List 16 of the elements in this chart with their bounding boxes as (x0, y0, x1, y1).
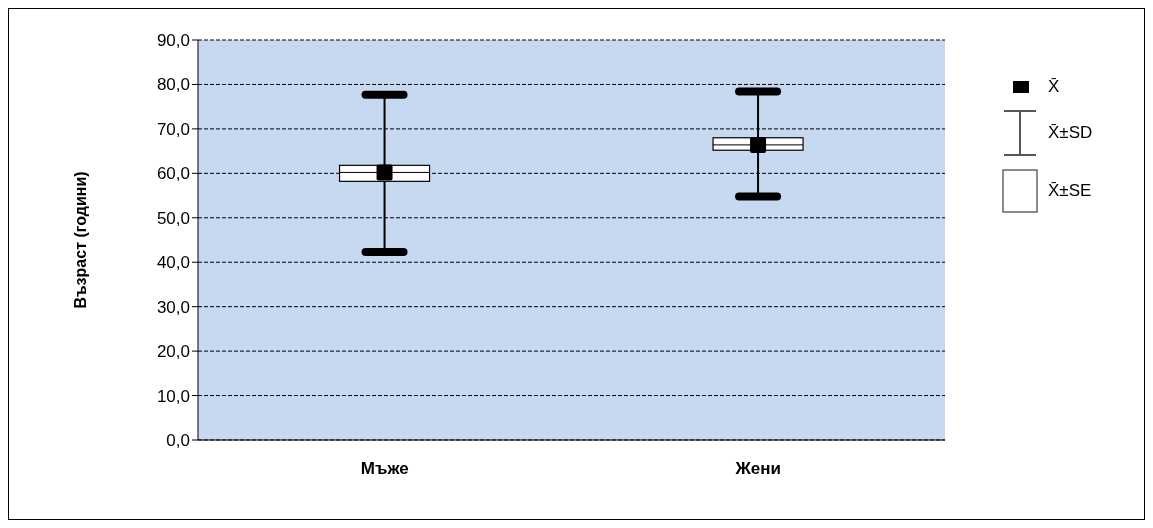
text: X̄±SE (1048, 181, 1092, 201)
y-tick-label: 30,0 (156, 297, 190, 317)
x-tick-label: Жени (734, 459, 782, 479)
y-tick-label: 20,0 (156, 342, 190, 362)
y-tick-label: 0,0 (166, 431, 190, 451)
y-tick-label: 50,0 (156, 208, 190, 228)
y-axis-title: Възраст (години) (71, 171, 89, 309)
y-tick-label: 40,0 (156, 253, 190, 273)
y-tick-label: 80,0 (156, 75, 190, 95)
text: X̄ (1048, 77, 1060, 97)
y-tick-label: 70,0 (156, 119, 190, 139)
y-tick-label: 60,0 (156, 164, 190, 184)
y-tick-label: 10,0 (156, 386, 190, 406)
text: X̄±SD (1048, 123, 1093, 143)
y-tick-label: 90,0 (156, 31, 190, 51)
x-tick-label: Мъже (360, 459, 409, 479)
